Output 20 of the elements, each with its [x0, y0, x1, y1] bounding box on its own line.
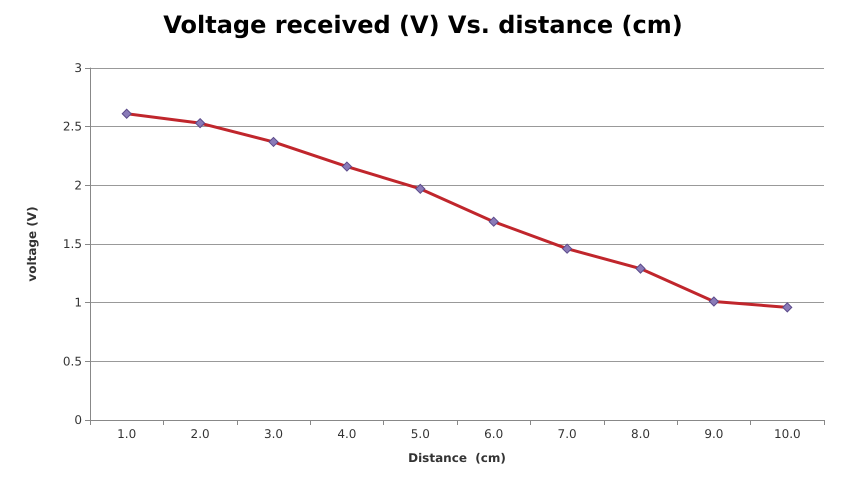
x-axis-title: Distance (cm): [408, 451, 506, 465]
y-tick-label: 0: [74, 413, 82, 427]
x-tick-label: 4.0: [337, 427, 356, 441]
x-tick-label: 9.0: [704, 427, 724, 441]
x-tick-label: 5.0: [410, 427, 430, 441]
y-tick-label: 1.5: [62, 237, 82, 251]
x-tick-label: 7.0: [558, 427, 577, 441]
y-tick-label: 0.5: [62, 354, 82, 368]
x-tick-label: 8.0: [630, 427, 650, 441]
y-tick-label: 3: [74, 61, 82, 75]
x-tick-label: 6.0: [484, 427, 504, 441]
chart-title: Voltage received (V) Vs. distance (cm): [163, 11, 683, 39]
y-tick-label: 2.5: [62, 120, 82, 134]
x-tick-label: 3.0: [264, 427, 284, 441]
y-axis-title: voltage (V): [25, 206, 39, 282]
x-tick-label: 1.0: [117, 427, 136, 441]
y-tick-label: 2: [74, 178, 82, 192]
x-tick-label: 10.0: [774, 427, 801, 441]
y-tick-label: 1: [74, 296, 82, 310]
x-tick-label: 2.0: [190, 427, 210, 441]
